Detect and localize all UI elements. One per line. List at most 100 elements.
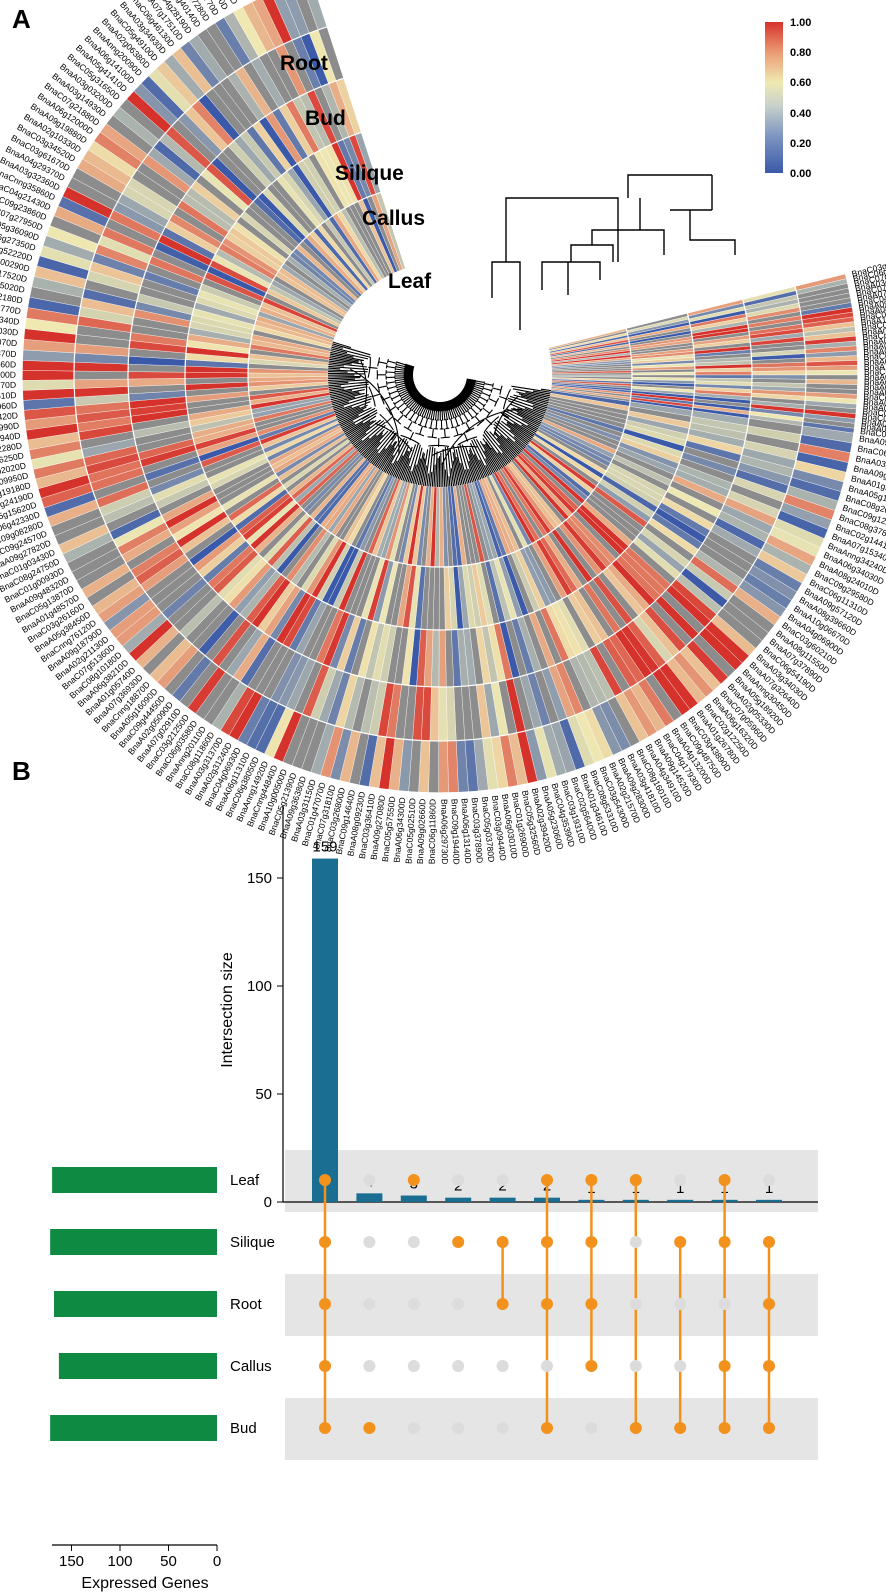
intersection-bar (312, 858, 338, 1202)
intersection-bar (667, 1199, 694, 1202)
heatmap-cell (73, 370, 129, 380)
membership-dot-on (363, 1422, 376, 1434)
gene-label: BnaC09g19440D (449, 799, 461, 865)
colorbar-gradient (765, 22, 783, 173)
membership-dot-on (718, 1236, 731, 1248)
colorbar-tick: 0.60 (790, 77, 811, 89)
membership-dot-off (363, 1236, 376, 1248)
panel-a-label: A (12, 4, 31, 34)
membership-dot-on (763, 1236, 775, 1248)
panel-a-circular-heatmap: A BnaC03g43920DBnaC06g20310DBnaC07g05830… (0, 0, 886, 865)
set-tick-label: 100 (107, 1553, 132, 1570)
membership-dot-off (407, 1236, 420, 1248)
heatmap-cell (805, 374, 859, 381)
membership-dot-on (319, 1236, 331, 1248)
set-size-bars: Leaf Silique Root Callus Bud 150 100 50 0 (50, 1167, 275, 1570)
membership-dot-on (407, 1174, 420, 1186)
membership-dot-on (718, 1422, 731, 1434)
membership-dot-off (629, 1360, 642, 1372)
gene-label: BnaC06g11860D (427, 799, 438, 864)
colorbar-tick: 1.00 (790, 17, 811, 29)
gene-label: BnaC06g34870D (0, 346, 17, 359)
gene-label: BnaA06g27860D (864, 355, 886, 367)
membership-dot-on (541, 1422, 553, 1434)
gene-label: BnaA09g02660D (415, 798, 428, 864)
gene-labels: BnaC03g43920DBnaC06g20310DBnaC07g05830DB… (0, 0, 886, 865)
gene-label: BnaA01g16780D (862, 332, 886, 347)
membership-dot-off (452, 1360, 465, 1372)
membership-dot-off (496, 1422, 509, 1434)
membership-dot-on (718, 1174, 731, 1186)
membership-dot-off (674, 1174, 687, 1186)
gene-label: BnaA06g32510D (0, 390, 17, 403)
membership-dot-on (763, 1298, 775, 1310)
colorbar: 1.00 0.80 0.60 0.40 0.20 0.00 (765, 17, 811, 180)
gene-label: BnaA05g17550D (863, 338, 886, 352)
membership-dot-on (763, 1422, 775, 1434)
gene-label: BnaA03g33820D (864, 377, 886, 388)
intersection-bars: 1594322211111 (312, 839, 782, 1202)
heatmap-cell (694, 371, 753, 376)
membership-dot-off (674, 1298, 687, 1310)
gene-label: BnaA05g14750D (863, 387, 886, 400)
membership-dot-on (763, 1360, 775, 1372)
gene-label: BnaC02g07270D (0, 380, 16, 392)
gene-label: BnaA09g51200D (0, 370, 16, 380)
membership-dot-on (585, 1298, 598, 1310)
dendrogram (327, 174, 736, 488)
intersection-bar (445, 1197, 472, 1202)
gene-label: BnaC09g34500D (864, 366, 886, 376)
membership-dot-on (629, 1422, 642, 1434)
set-tick-label: 50 (160, 1553, 177, 1570)
set-size-bar (54, 1291, 217, 1317)
membership-dot-off (407, 1422, 420, 1434)
intersection-bar (356, 1193, 383, 1202)
colorbar-tick: 0.00 (790, 168, 811, 180)
colorbar-tick: 0.20 (790, 138, 811, 150)
membership-dot-off (496, 1360, 509, 1372)
heatmap-cell (184, 372, 249, 379)
membership-dot-on (585, 1174, 598, 1186)
membership-dot-on (718, 1360, 731, 1372)
membership-dot-off (674, 1360, 687, 1372)
gene-label: BnaA06g13140D (460, 798, 474, 864)
gene-label: BnaA06g29730D (439, 799, 450, 865)
set-size-bar (58, 1353, 217, 1379)
membership-dot-off (407, 1360, 420, 1372)
membership-dot-on (585, 1236, 598, 1248)
tissue-dendrogram (491, 174, 736, 330)
membership-dot-on (319, 1422, 331, 1434)
set-label: Root (230, 1296, 263, 1313)
gene-dendrogram (327, 341, 551, 488)
membership-dot-off (629, 1236, 642, 1248)
intersection-bar-label: 159 (312, 839, 337, 856)
set-size-bar (52, 1167, 217, 1193)
panel-b-label: B (12, 756, 31, 786)
membership-dot-off (363, 1174, 376, 1186)
gene-label: BnaA03g13470D (863, 344, 886, 357)
y-tick-label: 50 (255, 1086, 272, 1103)
membership-dot-on (319, 1298, 331, 1310)
set-label: Silique (230, 1234, 275, 1251)
membership-dot-off (407, 1298, 420, 1310)
y-tick-label: 0 (264, 1194, 272, 1211)
heatmap-cell (438, 740, 449, 794)
membership-dot-off (496, 1174, 509, 1186)
membership-dot-off (452, 1422, 465, 1434)
membership-dot-on (541, 1174, 553, 1186)
membership-dot-on (452, 1236, 465, 1248)
gene-label: BnaC03g39070D (863, 391, 886, 404)
ring-label-root: Root (280, 52, 328, 75)
heatmap-cell (438, 629, 447, 688)
set-tick-label: 150 (59, 1553, 84, 1570)
membership-dot-on (541, 1298, 553, 1310)
gene-label: BnaC05g27600D (863, 349, 886, 362)
ring-label-callus: Callus (362, 207, 425, 230)
membership-dot-on (541, 1236, 553, 1248)
heatmap-cells (21, 0, 859, 794)
heatmap-cell (21, 370, 75, 381)
heatmap-cell (805, 369, 859, 376)
ring-separator (21, 0, 859, 794)
